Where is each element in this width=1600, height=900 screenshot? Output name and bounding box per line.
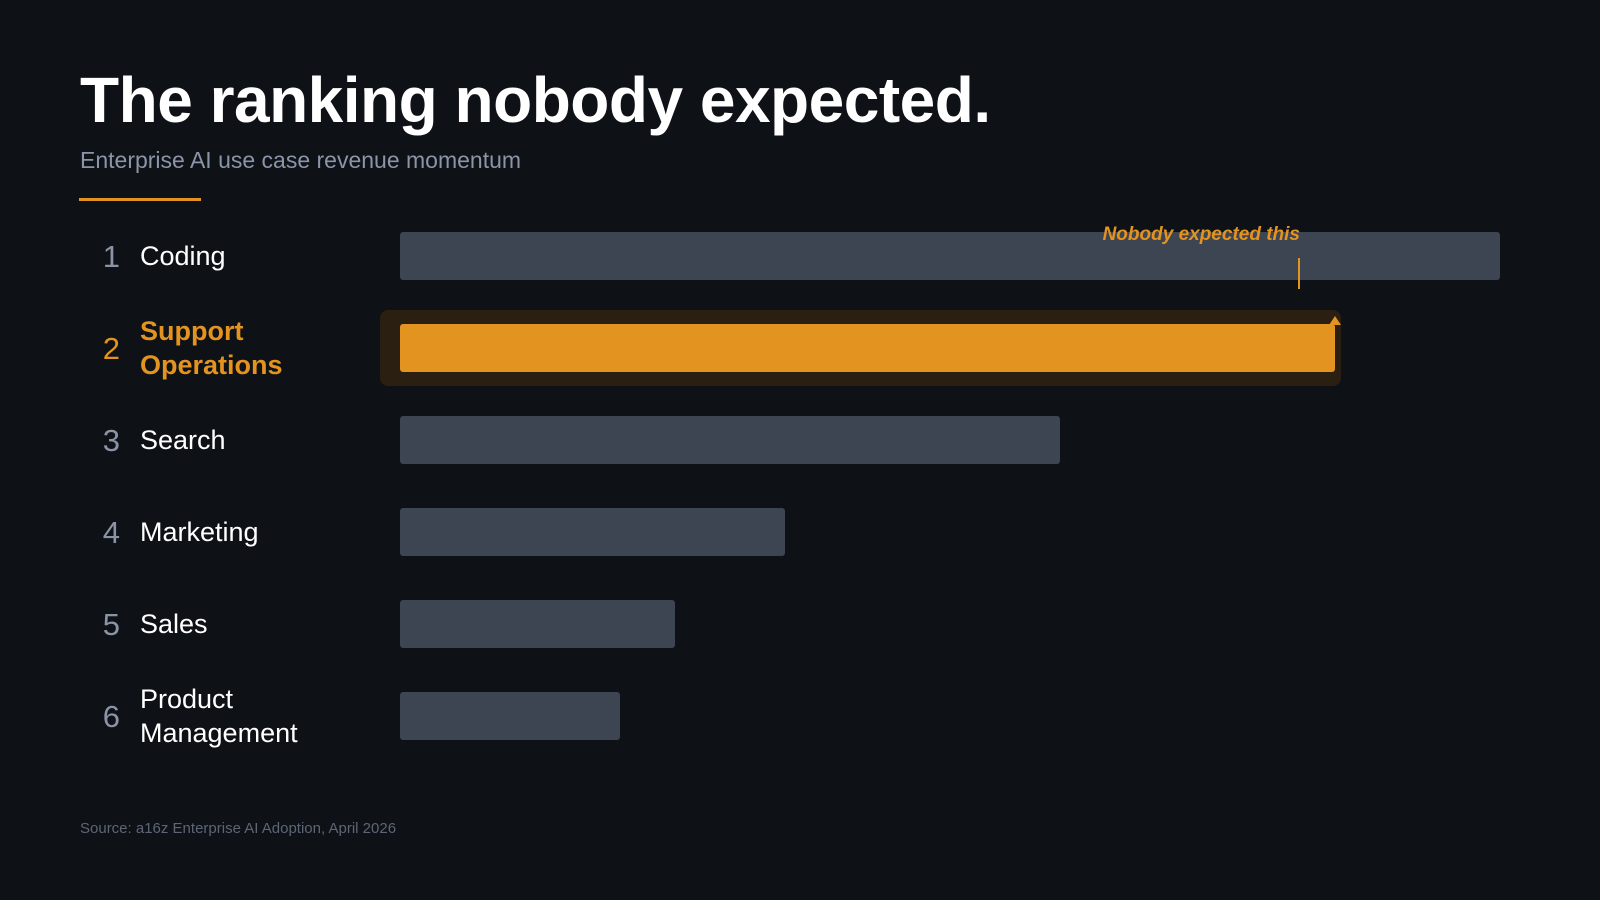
category-label: Search <box>140 425 226 455</box>
source-note: Source: a16z Enterprise AI Adoption, Apr… <box>80 820 397 837</box>
category-label: Sales <box>140 609 208 639</box>
category-label: Management <box>140 718 298 748</box>
annotation-text: Nobody expected this <box>1103 224 1300 245</box>
bar <box>400 508 785 556</box>
category-label: Operations <box>140 350 283 380</box>
rank-number: 2 <box>103 331 120 366</box>
category-label: Support <box>140 316 243 346</box>
category-label: Product <box>140 684 234 714</box>
rank-number: 5 <box>103 607 120 642</box>
category-label: Coding <box>140 241 226 271</box>
annotation-arrowhead <box>1329 316 1341 325</box>
rank-number: 1 <box>103 239 120 274</box>
bar <box>400 416 1060 464</box>
rank-number: 4 <box>103 515 120 550</box>
bar <box>400 324 1335 372</box>
page-title: The ranking nobody expected. <box>80 64 991 136</box>
bar <box>400 692 620 740</box>
rank-number: 3 <box>103 423 120 458</box>
accent-rule <box>79 198 201 201</box>
bar <box>400 600 675 648</box>
rank-number: 6 <box>103 699 120 734</box>
bar <box>400 232 1500 280</box>
page-subtitle: Enterprise AI use case revenue momentum <box>80 147 522 173</box>
category-label: Marketing <box>140 517 259 547</box>
